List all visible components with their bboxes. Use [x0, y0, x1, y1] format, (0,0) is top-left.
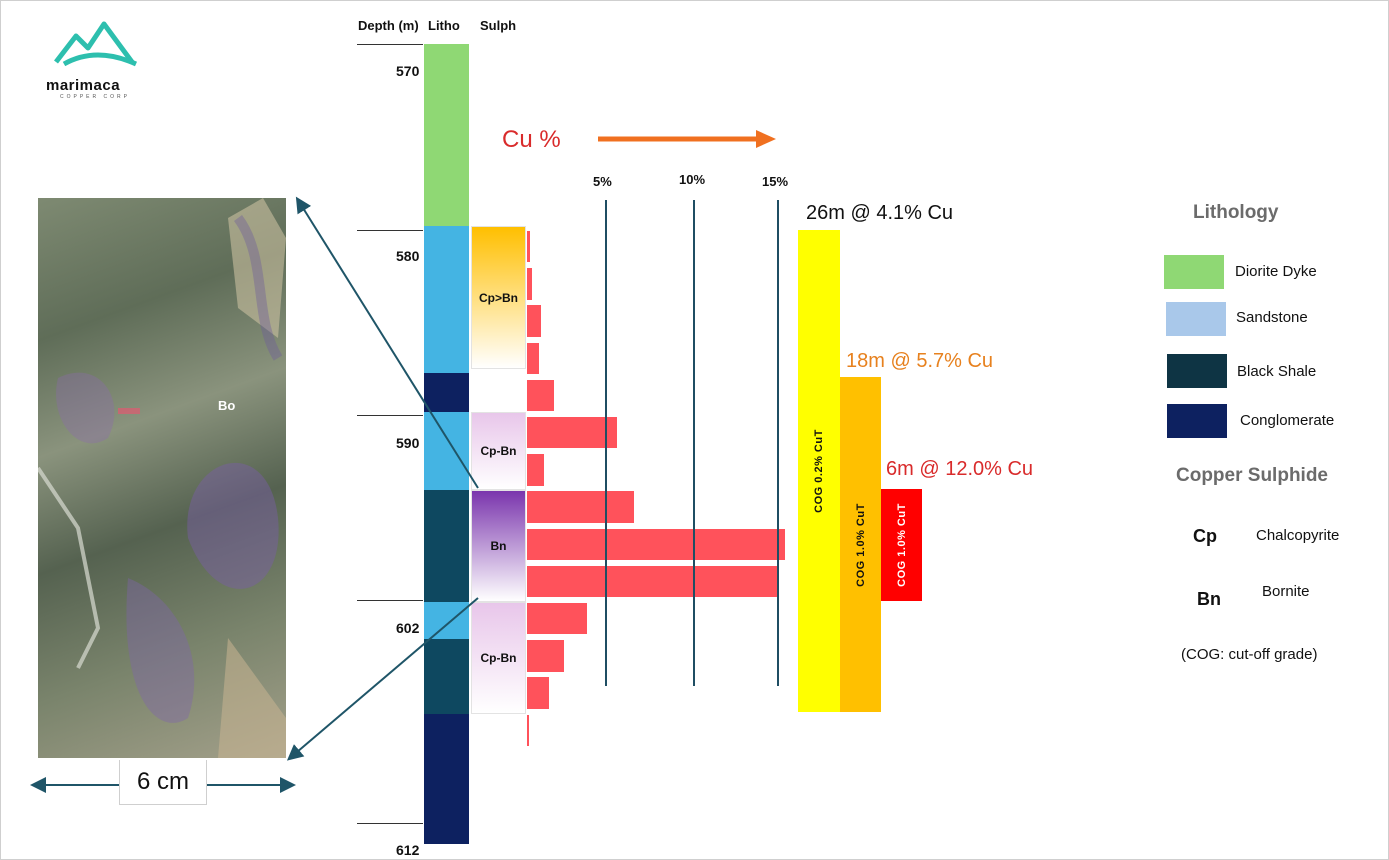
- logo-subtitle: COPPER CORP: [60, 94, 130, 100]
- depth-label: 590: [396, 435, 420, 451]
- sulphide-legend-title: Copper Sulphide: [1176, 465, 1328, 486]
- depth-tick-570: [357, 44, 423, 45]
- legend-swatch: [1167, 404, 1227, 438]
- bornite-label: Bo: [218, 398, 236, 413]
- depth-header: Depth (m): [358, 18, 419, 33]
- legend-code: Bn: [1197, 589, 1221, 609]
- depth-tick-602: [357, 600, 423, 601]
- depth-label: 602: [396, 620, 420, 636]
- cu-bar: [527, 379, 555, 412]
- legend-note: (COG: cut-off grade): [1181, 646, 1318, 663]
- interval-bar-cog-0.2: COG 0.2% CuT: [798, 230, 840, 712]
- legend-label: Black Shale: [1237, 363, 1317, 380]
- lithology-segment: [424, 602, 469, 640]
- cu-bar: [527, 714, 529, 747]
- cu-tick-label: 15%: [762, 174, 789, 189]
- interval-bar-cog-1.0: COG 1.0% CuT: [840, 377, 881, 712]
- sulphide-zone: Cp-Bn: [471, 412, 526, 491]
- legend-label: Sandstone: [1236, 309, 1308, 326]
- legend-label: Conglomerate: [1240, 412, 1335, 429]
- cu-tick-label: 5%: [593, 174, 612, 189]
- cu-gridline-10: [693, 200, 695, 686]
- cu-tick-label: 10%: [679, 172, 706, 187]
- mountain-logo-icon: [54, 21, 138, 67]
- sulphide-zone: Cp>Bn: [471, 226, 526, 370]
- sulph-header: Sulph: [480, 18, 517, 33]
- legend-code: Cp: [1193, 526, 1217, 546]
- legend-label: Diorite Dyke: [1235, 263, 1317, 280]
- cu-bar: [527, 528, 786, 561]
- lithology-segment: [424, 226, 469, 374]
- cu-gridline-15: [777, 200, 779, 686]
- lithology-segment: [424, 490, 469, 602]
- litho-header: Litho: [428, 18, 460, 33]
- depth-label: 580: [396, 248, 420, 264]
- interval-label: 26m @ 4.1% Cu: [806, 202, 954, 224]
- cu-bar: [527, 231, 531, 263]
- interval-bar-cog-1.0-high: COG 1.0% CuT: [881, 489, 922, 601]
- lithology-segment: [424, 373, 469, 413]
- marimaca-logo: marimaca COPPER CORP: [46, 14, 146, 100]
- cu-bar: [527, 677, 550, 709]
- interval-label: 6m @ 12.0% Cu: [886, 458, 1034, 480]
- cu-gridline-5: [605, 200, 607, 686]
- cu-bar: [527, 640, 565, 672]
- lithology-segment: [424, 639, 469, 714]
- cu-bar: [527, 603, 587, 635]
- cu-bar: [527, 454, 544, 486]
- legend-label: Bornite: [1262, 583, 1310, 600]
- scale-label: 6 cm: [119, 760, 207, 805]
- depth-label: 612: [396, 842, 420, 858]
- cu-bar: [527, 491, 635, 523]
- legend-swatch: [1166, 302, 1226, 336]
- depth-tick-612: [357, 823, 423, 824]
- depth-tick-590: [357, 415, 423, 416]
- cu-bar: [527, 268, 533, 300]
- sulphide-zone: Cp-Bn: [471, 602, 526, 714]
- legend-swatch: [1167, 354, 1227, 388]
- interval-label: 18m @ 5.7% Cu: [846, 350, 994, 372]
- depth-tick-580: [357, 230, 423, 231]
- lithology-segment: [424, 713, 469, 844]
- core-photo-texture: [38, 198, 286, 758]
- cu-bar: [527, 417, 618, 449]
- lithology-segment: [424, 44, 469, 227]
- cu-axis-title: Cu %: [502, 126, 561, 153]
- legend-swatch: [1164, 255, 1224, 289]
- core-photo: Bo: [38, 198, 286, 758]
- lithology-legend-title: Lithology: [1193, 202, 1279, 223]
- logo-wordmark: marimaca: [46, 77, 121, 94]
- arrow-right-icon: [598, 130, 776, 148]
- cu-bar: [527, 565, 777, 598]
- legend-label: Chalcopyrite: [1256, 527, 1340, 544]
- cu-bar: [527, 305, 541, 337]
- sulphide-zone: Bn: [471, 490, 526, 602]
- lithology-segment: [424, 412, 469, 491]
- depth-label: 570: [396, 63, 420, 79]
- cu-bar: [527, 342, 539, 375]
